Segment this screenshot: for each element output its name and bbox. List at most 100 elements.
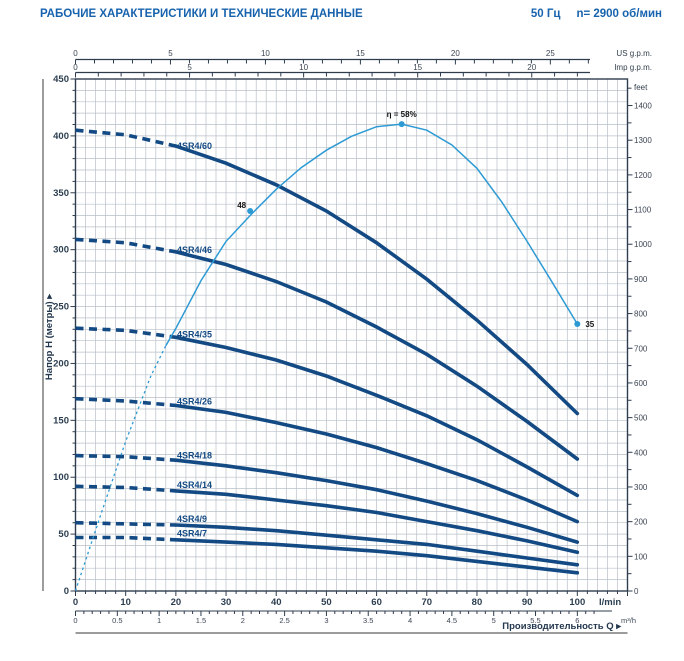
y-tick-label: 50 [58, 529, 69, 540]
feet-tick-label: 1100 [634, 206, 652, 215]
page-title: РАБОЧИЕ ХАРАКТЕРИСТИКИ И ТЕХНИЧЕСКИЕ ДАН… [40, 8, 363, 20]
feet-tick-label: 1000 [634, 240, 652, 249]
m3h-tick-label: 1 [157, 616, 161, 625]
us-gpm-tick-label: 0 [73, 49, 78, 58]
feet-tick-label: 600 [634, 379, 648, 388]
pump-curve-4SR4-60: 4SR4/60 [75, 128, 580, 416]
m3h-tick-label: 0 [73, 616, 77, 625]
y-axis-title: Напор H (метры) ▸ [44, 293, 55, 380]
frequency-label: 50 Гц [530, 8, 561, 20]
x-tick-label: 70 [421, 597, 432, 608]
m3h-tick-label: 4.5 [447, 616, 457, 625]
feet-tick-label: 0 [634, 587, 639, 596]
efficiency-curve: 48 η = 58% 35 [74, 110, 595, 592]
imp-gpm-tick-label: 20 [527, 63, 536, 72]
m3h-unit-label: m³/h [621, 616, 636, 625]
curve-label: 4SR4/9 [177, 514, 207, 524]
efficiency-point-48 [247, 208, 254, 215]
x-tick-label: 20 [171, 597, 182, 608]
us-gpm-tick-label: 5 [168, 49, 173, 58]
m3h-tick-label: 5.5 [530, 616, 540, 625]
feet-tick-label: 1400 [634, 102, 652, 111]
pump-curve-4SR4-14: 4SR4/14 [75, 480, 580, 555]
m3h-tick-label: 1.5 [196, 616, 206, 625]
top-axis-imp-gpm: 0 5 10 15 20 Imp g.p.m. [73, 63, 652, 78]
m3h-tick-label: 5 [492, 616, 496, 625]
x-tick-label: 50 [321, 597, 332, 608]
plot-border [74, 78, 629, 592]
m3h-tick-label: 0.5 [112, 616, 122, 625]
efficiency-point-35-label: 35 [585, 320, 594, 329]
y-tick-label: 100 [53, 472, 69, 483]
y-tick-label: 400 [53, 131, 69, 142]
efficiency-peak-marker [398, 121, 405, 128]
x-tick-label: 30 [221, 597, 232, 608]
pump-curve-4SR4-9: 4SR4/9 [75, 514, 580, 567]
pump-curve-4SR4-46: 4SR4/46 [75, 237, 580, 461]
imp-gpm-tick-label: 5 [187, 63, 192, 72]
header-conditions: 50 Гц n= 2900 об/мин [531, 8, 662, 20]
feet-tick-label: 800 [634, 310, 648, 319]
pump-curve-4SR4-35: 4SR4/35 [75, 326, 580, 498]
y-axis-meters: 0 50 100 150 200 250 300 350 400 450 Напор H (метр… [44, 74, 76, 597]
us-gpm-tick-label: 15 [356, 49, 365, 58]
top-axis-us-gpm: 0 5 10 15 20 25 US g.p.m. [73, 49, 652, 65]
curve-label: 4SR4/46 [177, 245, 212, 255]
feet-unit-label: feet [634, 83, 648, 92]
x-axis-lmin: 0 10 20 30 40 50 60 70 80 90 100 l/min [73, 591, 629, 608]
y-tick-label: 150 [53, 415, 69, 426]
x-tick-label: 100 [569, 597, 585, 608]
feet-tick-label: 500 [634, 414, 648, 423]
m3h-tick-label: 2.5 [279, 616, 289, 625]
imp-gpm-unit-label: Imp g.p.m. [614, 63, 652, 72]
x-axis-m3h: 0 0.5 1 1.5 2 2.5 3 3.5 4 4.5 5 5.5 6 m³/hПроизводите… [73, 610, 636, 632]
feet-tick-label: 200 [634, 518, 648, 527]
us-gpm-unit-label: US g.p.m. [616, 49, 652, 58]
feet-tick-label: 1300 [634, 136, 652, 145]
feet-tick-label: 300 [634, 483, 648, 492]
feet-tick-label: 1200 [634, 171, 652, 180]
curve-label: 4SR4/18 [177, 450, 212, 460]
curve-label: 4SR4/14 [177, 480, 212, 490]
y-tick-label: 250 [53, 302, 69, 313]
pump-curve-4SR4-7: 4SR4/7 [75, 529, 580, 575]
speed-label: n= 2900 об/мин [576, 8, 662, 20]
m3h-tick-label: 6 [575, 616, 579, 625]
y-axis-feet: 0 100 200 300 400 500 600 700 800 900 1000 1100 1200… [627, 83, 652, 596]
header: РАБОЧИЕ ХАРАКТЕРИСТИКИ И ТЕХНИЧЕСКИЕ ДАН… [40, 8, 662, 20]
x-tick-label: 60 [371, 597, 382, 608]
m3h-tick-label: 4 [408, 616, 412, 625]
lmin-unit-label: l/min [599, 597, 621, 608]
feet-tick-label: 400 [634, 448, 648, 457]
imp-gpm-tick-label: 10 [299, 63, 308, 72]
pump-curve-4SR4-26: 4SR4/26 [75, 396, 580, 524]
curve-label: 4SR4/7 [177, 529, 207, 539]
efficiency-peak-label: η = 58% [387, 110, 417, 119]
curve-label: 4SR4/35 [177, 329, 212, 339]
curve-label: 4SR4/60 [177, 141, 212, 151]
y-tick-label: 0 [64, 586, 69, 597]
m3h-tick-label: 3.5 [363, 616, 373, 625]
x-axis-title: Производительность Q ▸ [502, 621, 622, 632]
y-tick-label: 300 [53, 245, 69, 256]
y-tick-label: 200 [53, 358, 69, 369]
x-tick-label: 90 [522, 597, 533, 608]
us-gpm-tick-label: 20 [451, 49, 460, 58]
x-tick-label: 80 [472, 597, 483, 608]
x-tick-label: 40 [271, 597, 282, 608]
x-tick-label: 0 [73, 597, 78, 608]
m3h-tick-label: 2 [241, 616, 245, 625]
m3h-tick-label: 3 [324, 616, 328, 625]
efficiency-point-48-label: 48 [237, 201, 246, 210]
efficiency-point-35 [574, 321, 581, 327]
x-tick-label: 10 [120, 597, 131, 608]
feet-tick-label: 900 [634, 275, 648, 284]
pump-curve-4SR4-18: 4SR4/18 [75, 450, 580, 544]
curve-label: 4SR4/26 [177, 396, 212, 406]
feet-tick-label: 100 [634, 552, 648, 561]
us-gpm-tick-label: 10 [261, 49, 270, 58]
y-tick-label: 350 [53, 188, 69, 199]
us-gpm-tick-label: 25 [546, 49, 555, 58]
